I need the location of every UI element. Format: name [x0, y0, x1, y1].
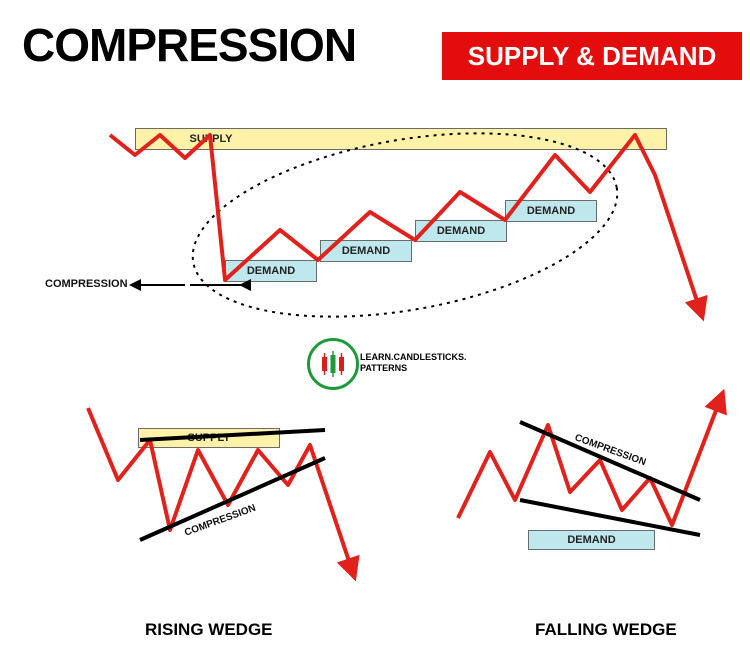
right-panel-svg — [0, 0, 750, 648]
right-price-line — [458, 400, 720, 525]
right-wedge-top — [520, 422, 700, 500]
falling-wedge-title: FALLING WEDGE — [535, 620, 677, 640]
